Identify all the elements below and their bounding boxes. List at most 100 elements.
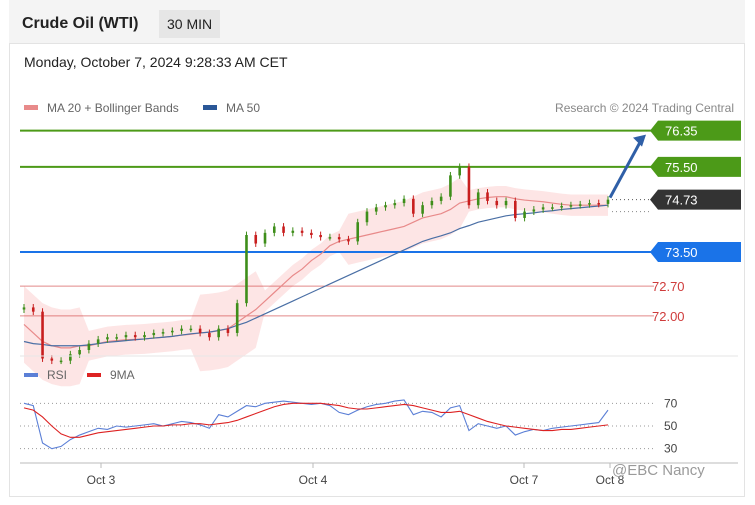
- candle-body: [476, 192, 480, 206]
- candle: [319, 231, 322, 241]
- candle: [31, 304, 35, 316]
- candle: [50, 355, 54, 365]
- candle: [421, 201, 424, 218]
- candle: [245, 231, 248, 307]
- level-tag-73.50: 73.50: [650, 242, 741, 263]
- rsi-series-9ma: [23, 402, 609, 438]
- candle: [569, 201, 573, 210]
- candle: [458, 163, 461, 179]
- candle-body: [328, 237, 332, 239]
- candle-body: [523, 211, 526, 218]
- level-label-72.70: 72.70: [652, 279, 685, 294]
- candle: [412, 195, 415, 218]
- candle: [217, 325, 220, 341]
- price-panel: 76.35 75.50 74.73 73.50 72.70 72.00: [20, 120, 741, 387]
- candle-body: [189, 328, 193, 331]
- candle: [541, 203, 545, 213]
- candle: [300, 227, 304, 237]
- candle-body: [347, 239, 350, 242]
- candle: [560, 202, 563, 211]
- candle: [180, 325, 183, 335]
- candle-body: [133, 335, 137, 338]
- time-tick-label-oct-4: Oct 4: [299, 473, 328, 487]
- candle-body: [22, 307, 26, 310]
- candle-body: [272, 226, 276, 233]
- candle-body: [208, 332, 211, 338]
- level-tag-bg: [650, 156, 741, 177]
- candle: [198, 325, 202, 337]
- candle-body: [337, 237, 341, 240]
- candle-body: [532, 209, 536, 212]
- level-tag-bg: [650, 120, 741, 141]
- bollinger-band: [24, 177, 608, 387]
- level-tag-bg: [650, 189, 741, 210]
- candle: [467, 163, 471, 209]
- rsi-legend-swatch: [24, 373, 38, 377]
- research-credit: Research © 2024 Trading Central: [555, 101, 734, 115]
- candle: [272, 223, 276, 237]
- candle: [578, 200, 582, 209]
- level-tag-75.50: 75.50: [650, 156, 741, 177]
- time-tick-label-oct-3: Oct 3: [87, 473, 116, 487]
- candle-body: [402, 198, 406, 204]
- candle: [449, 171, 452, 201]
- candle-body: [606, 199, 610, 204]
- candle-body: [254, 235, 258, 244]
- candle: [374, 203, 378, 215]
- candle-body: [597, 203, 601, 205]
- candle: [532, 206, 536, 215]
- ma50-line: [23, 204, 609, 347]
- candle: [551, 203, 554, 211]
- candle-body: [300, 230, 304, 233]
- candle-body: [588, 203, 591, 205]
- rsi-ma-legend-label: 9MA: [110, 368, 135, 382]
- candle-body: [69, 354, 72, 361]
- candle-body: [495, 200, 499, 206]
- candle-body: [115, 337, 118, 339]
- candle-body: [198, 328, 202, 333]
- rsi-tick-label-70: 70: [664, 396, 678, 410]
- ma50-legend-swatch: [203, 105, 217, 110]
- candle-body: [171, 330, 174, 333]
- level-tag-text: 75.50: [665, 160, 698, 175]
- candle-body: [578, 204, 582, 206]
- candle-body: [78, 350, 81, 355]
- candle: [384, 201, 387, 211]
- widget-header: [9, 0, 745, 44]
- candle: [263, 229, 267, 247]
- candle-body: [569, 205, 573, 207]
- candle: [226, 325, 230, 337]
- candle: [337, 233, 341, 243]
- candle-body: [412, 198, 415, 214]
- time-tick-label-oct-7: Oct 7: [510, 473, 539, 487]
- rsi-tick-label-30: 30: [664, 442, 678, 456]
- candle-body: [235, 303, 239, 333]
- level-tag-text: 76.35: [665, 124, 698, 139]
- ma20-line: [23, 196, 608, 349]
- candle: [347, 235, 350, 245]
- candle: [588, 199, 591, 208]
- candle: [523, 208, 526, 222]
- candle-body: [541, 207, 545, 210]
- candle: [291, 227, 295, 237]
- watermark: @EBC Nancy: [612, 462, 705, 479]
- candle-body: [226, 328, 230, 333]
- candle-body: [365, 211, 369, 223]
- candle-body: [467, 166, 471, 206]
- candle-body: [124, 335, 128, 338]
- candle-body: [374, 207, 378, 212]
- candle-body: [393, 203, 397, 206]
- candle: [106, 333, 109, 343]
- rsi-panel: 70 50 30: [20, 396, 678, 456]
- candle-body: [59, 360, 63, 363]
- candle: [282, 223, 285, 237]
- candle-body: [551, 207, 554, 209]
- candle: [504, 197, 508, 209]
- candle: [597, 199, 601, 208]
- timeframe-badge[interactable]: 30 MIN: [159, 10, 221, 38]
- candle: [439, 193, 443, 205]
- candle: [69, 350, 72, 365]
- level-tag-76.35: 76.35: [650, 120, 741, 141]
- candle: [208, 329, 211, 341]
